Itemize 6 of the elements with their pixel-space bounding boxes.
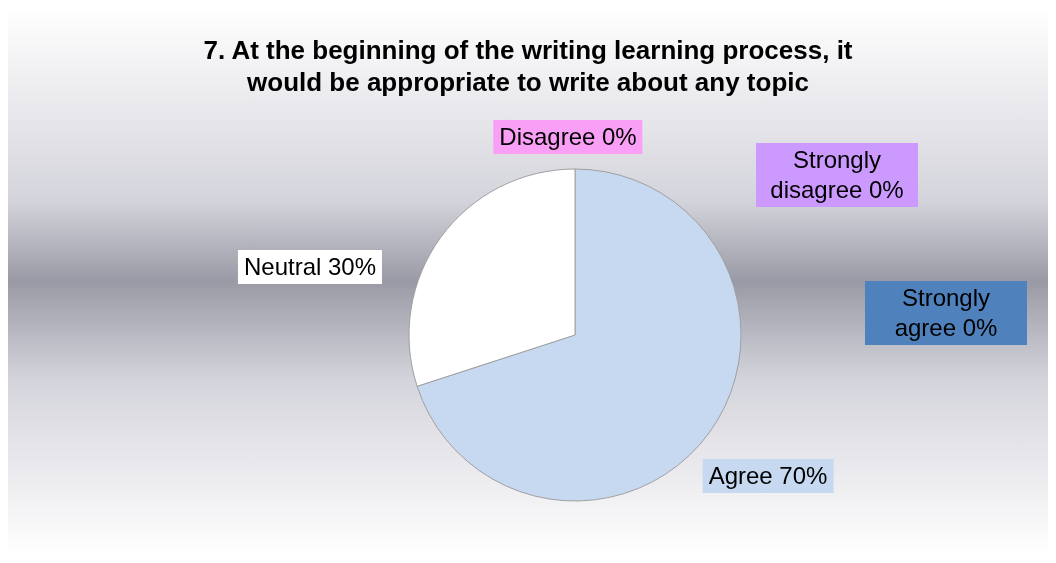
category-label: Strongly agree 0% — [894, 284, 998, 341]
category-label: Disagree 0% — [499, 123, 637, 150]
chart-title: 7. At the beginning of the writing learning process, it would be appropriate to write about any topic — [202, 34, 854, 98]
category-label: Strongly disagree 0% — [770, 146, 904, 203]
slice-label: Neutral 30% — [237, 250, 383, 284]
slice-label: Agree 70% — [702, 459, 834, 493]
